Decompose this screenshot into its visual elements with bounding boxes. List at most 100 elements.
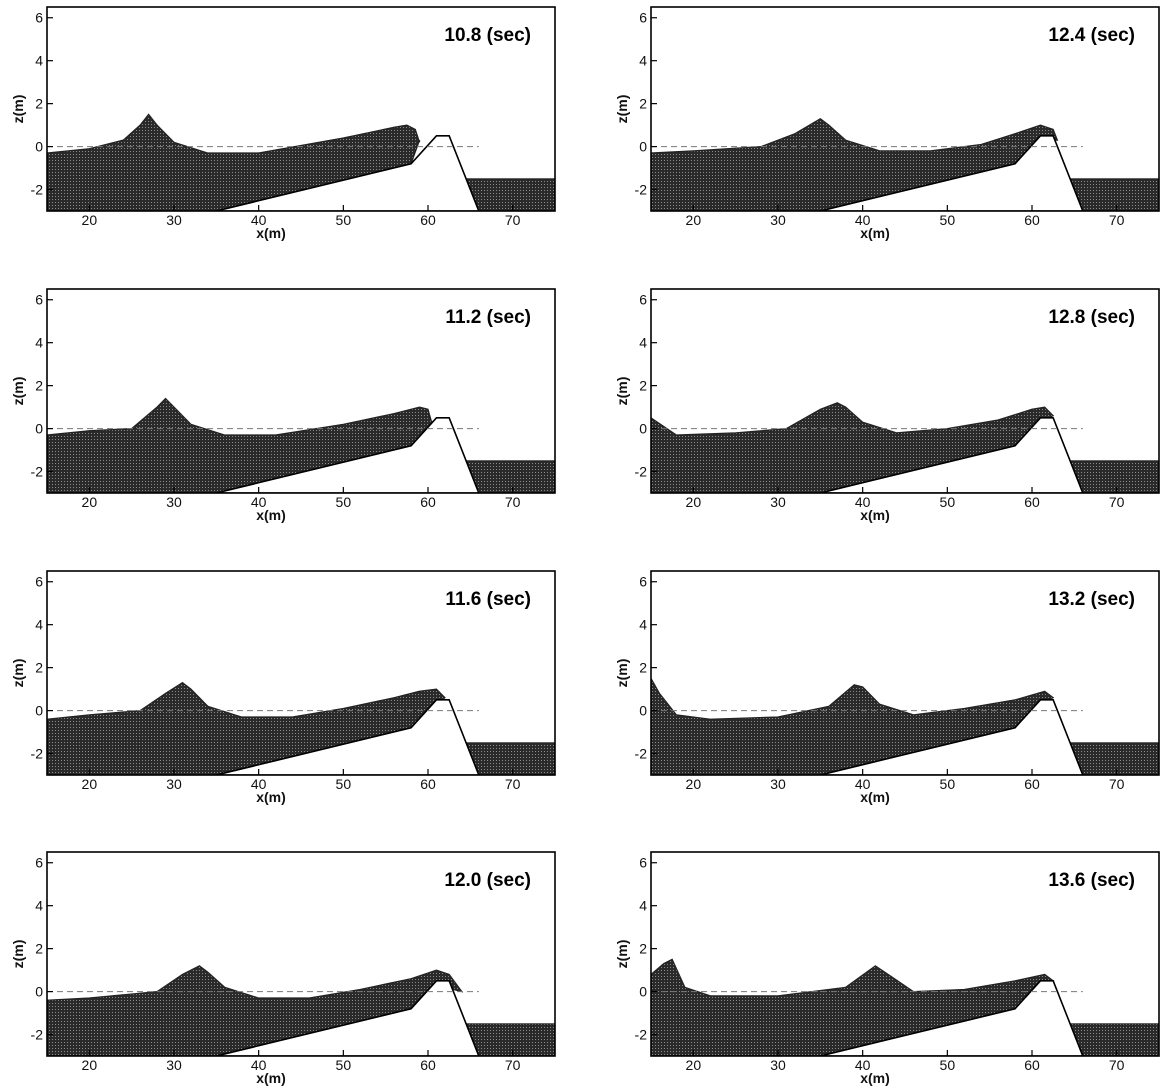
plot-area bbox=[47, 113, 555, 211]
x-tick-label: 60 bbox=[420, 212, 436, 228]
y-tick-label: 0 bbox=[639, 421, 647, 437]
y-tick-label: -2 bbox=[31, 1027, 44, 1043]
axes-frame bbox=[46, 851, 556, 1057]
y-tick-label: 6 bbox=[35, 10, 43, 26]
time-label: 11.2 (sec) bbox=[445, 307, 531, 328]
axes-frame bbox=[46, 6, 556, 212]
plot-area bbox=[651, 677, 1159, 775]
panel-8: 20 30 40 50 60 70 -2 0 2 4 6 x(m) z(m) 13.6 (sec) bbox=[614, 851, 1160, 1086]
x-tick-label: 20 bbox=[686, 776, 702, 792]
x-tick-label: 40 bbox=[855, 212, 871, 228]
x-tick-label: 20 bbox=[686, 212, 702, 228]
y-axis-label: z(m) bbox=[10, 940, 26, 969]
y-tick-label: 0 bbox=[35, 703, 43, 719]
x-tick-label: 40 bbox=[855, 1057, 871, 1073]
water-surface-profile bbox=[47, 113, 421, 211]
plot-area bbox=[47, 397, 555, 493]
x-tick-label: 20 bbox=[82, 494, 98, 510]
x-tick-label: 20 bbox=[82, 1057, 98, 1073]
x-tick-label: 40 bbox=[251, 1057, 267, 1073]
y-tick-label: 4 bbox=[35, 335, 43, 351]
y-tick-label: 2 bbox=[639, 96, 647, 112]
dam-structure bbox=[216, 980, 480, 1056]
x-tick-label: 20 bbox=[686, 494, 702, 510]
y-tick-label: 6 bbox=[35, 574, 43, 590]
y-tick-label: 4 bbox=[639, 335, 647, 351]
y-axis-label: z(m) bbox=[10, 95, 26, 124]
time-label: 13.6 (sec) bbox=[1048, 870, 1135, 891]
y-tick-label: 2 bbox=[35, 941, 43, 957]
panel-5: 20 30 40 50 60 70 -2 0 2 4 6 x(m) z(m) 12.4 (sec) bbox=[614, 6, 1160, 241]
x-tick-label: 40 bbox=[855, 494, 871, 510]
x-tick-label: 30 bbox=[770, 212, 786, 228]
y-tick-label: 2 bbox=[35, 96, 43, 112]
plot-area bbox=[651, 958, 1159, 1056]
y-tick-label: 6 bbox=[639, 292, 647, 308]
x-tick-label: 70 bbox=[1109, 494, 1125, 510]
panel-7: 20 30 40 50 60 70 -2 0 2 4 6 x(m) z(m) 13.2 (sec) bbox=[614, 570, 1160, 805]
y-tick-label: 0 bbox=[35, 421, 43, 437]
x-axis-label: x(m) bbox=[256, 507, 286, 523]
y-tick-label: -2 bbox=[635, 746, 648, 762]
x-tick-label: 60 bbox=[1024, 1057, 1040, 1073]
x-tick-label: 30 bbox=[770, 494, 786, 510]
y-tick-label: 2 bbox=[639, 941, 647, 957]
x-axis-label: x(m) bbox=[256, 1070, 286, 1086]
x-tick-label: 70 bbox=[1109, 1057, 1125, 1073]
y-tick-label: -2 bbox=[635, 464, 648, 480]
x-tick-label: 30 bbox=[166, 494, 182, 510]
x-tick-label: 30 bbox=[166, 1057, 182, 1073]
x-tick-label: 50 bbox=[336, 212, 352, 228]
dam-structure bbox=[820, 135, 1084, 211]
dam-structure bbox=[820, 980, 1084, 1056]
y-axis-label: z(m) bbox=[10, 377, 26, 406]
time-label: 10.8 (sec) bbox=[444, 25, 531, 46]
dam-structure bbox=[216, 417, 480, 493]
panel-2: 20 30 40 50 60 70 -2 0 2 4 6 x(m) z(m) 11.2 (sec) bbox=[10, 288, 556, 523]
x-tick-label: 70 bbox=[1109, 776, 1125, 792]
x-tick-label: 50 bbox=[336, 494, 352, 510]
y-tick-label: 6 bbox=[35, 855, 43, 871]
x-axis-label: x(m) bbox=[860, 225, 890, 241]
x-axis-label: x(m) bbox=[860, 789, 890, 805]
x-tick-label: 70 bbox=[505, 1057, 521, 1073]
y-tick-label: -2 bbox=[635, 1027, 648, 1043]
y-axis-label: z(m) bbox=[614, 95, 630, 124]
y-tick-label: 0 bbox=[639, 703, 647, 719]
x-tick-label: 60 bbox=[1024, 212, 1040, 228]
y-tick-label: 6 bbox=[639, 855, 647, 871]
time-label: 12.8 (sec) bbox=[1048, 307, 1135, 328]
panel-1: 20 30 40 50 60 70 -2 0 2 4 6 x(m) z(m) 10.8 (sec) bbox=[10, 6, 556, 241]
plot-area bbox=[47, 681, 555, 775]
x-tick-label: 40 bbox=[251, 212, 267, 228]
x-axis-label: x(m) bbox=[256, 789, 286, 805]
y-tick-label: 4 bbox=[35, 53, 43, 69]
y-tick-label: 6 bbox=[639, 10, 647, 26]
axes-frame bbox=[46, 288, 556, 494]
x-axis-label: x(m) bbox=[256, 225, 286, 241]
dam-structure bbox=[820, 699, 1084, 775]
axes-frame bbox=[46, 570, 556, 776]
axes-frame bbox=[650, 288, 1160, 494]
y-tick-label: 2 bbox=[639, 378, 647, 394]
plot-area bbox=[47, 965, 555, 1056]
x-tick-label: 50 bbox=[336, 1057, 352, 1073]
dam-structure bbox=[216, 135, 480, 211]
x-tick-label: 50 bbox=[940, 212, 956, 228]
y-tick-label: -2 bbox=[31, 182, 44, 198]
x-axis-label: x(m) bbox=[860, 507, 890, 523]
x-tick-label: 50 bbox=[336, 776, 352, 792]
x-tick-label: 40 bbox=[855, 776, 871, 792]
x-tick-label: 50 bbox=[940, 776, 956, 792]
panel-6: 20 30 40 50 60 70 -2 0 2 4 6 x(m) z(m) 12.8 (sec) bbox=[614, 288, 1160, 523]
x-tick-label: 30 bbox=[166, 776, 182, 792]
x-tick-label: 30 bbox=[166, 212, 182, 228]
x-tick-label: 30 bbox=[770, 1057, 786, 1073]
x-tick-label: 70 bbox=[1109, 212, 1125, 228]
x-tick-label: 70 bbox=[505, 494, 521, 510]
time-label: 12.0 (sec) bbox=[444, 870, 531, 891]
y-tick-label: 2 bbox=[639, 660, 647, 676]
time-label: 13.2 (sec) bbox=[1048, 589, 1135, 610]
x-tick-label: 70 bbox=[505, 212, 521, 228]
